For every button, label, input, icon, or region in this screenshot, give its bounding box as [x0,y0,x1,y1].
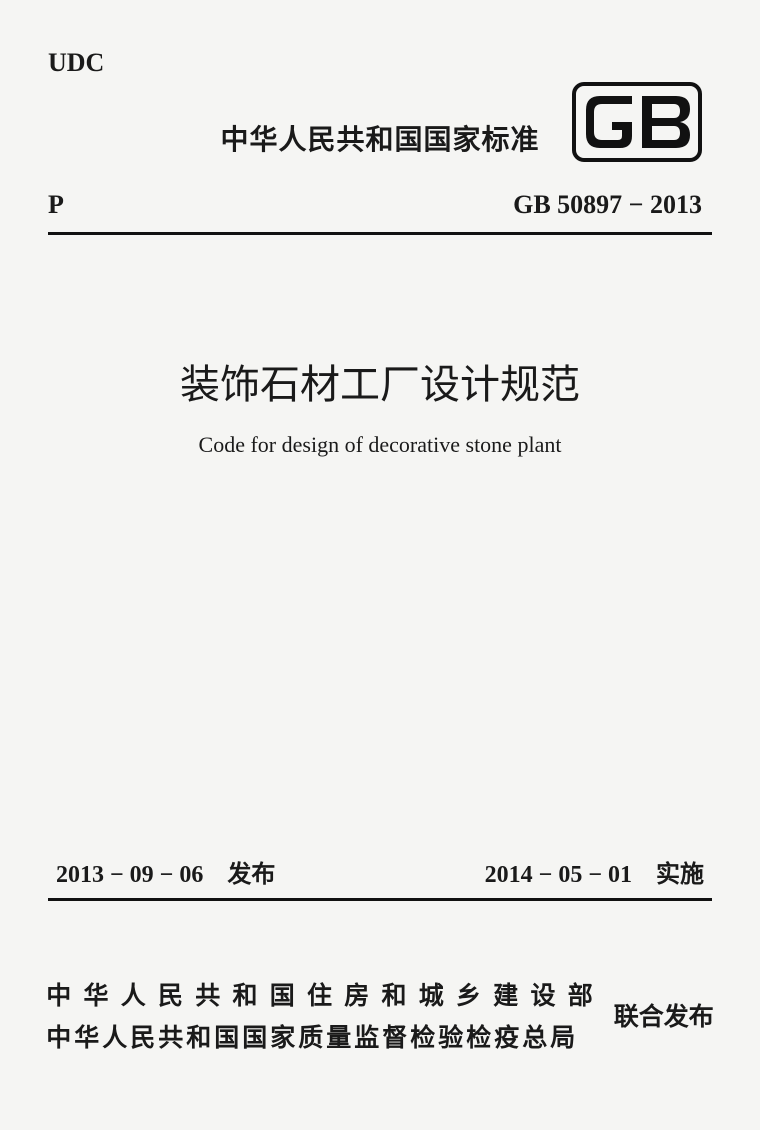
effect-date-block: 2014 − 05 − 01 实施 [485,854,704,889]
issue-date: 2013 − 09 − 06 [56,862,203,888]
publisher-line-2: 中华人民共和国国家质量监督检验检疫总局 [46,1018,596,1054]
bottom-rule [48,898,712,901]
document-page: UDC P 中华人民共和国国家标准 GB 50897 − 2013 装饰石材工厂… [0,0,760,1130]
issue-label: 发布 [227,862,275,888]
title-chinese: 装饰石材工厂设计规范 [0,352,760,410]
effect-label: 实施 [656,862,704,888]
gb-logo-icon [572,82,702,162]
publisher-block: 中 华 人 民 共 和 国 住 房 和 城 乡 建 设 部 中华人民共和国国家质… [48,976,712,1054]
joint-issue-label: 联合发布 [614,997,714,1033]
title-english: Code for design of decorative stone plan… [0,432,760,458]
classification-p: P [48,190,64,220]
udc-label: UDC [48,48,104,78]
publisher-lines: 中 华 人 民 共 和 国 住 房 和 城 乡 建 设 部 中华人民共和国国家质… [46,976,596,1054]
publisher-line-1: 中 华 人 民 共 和 国 住 房 和 城 乡 建 设 部 [46,976,596,1012]
top-rule [48,232,712,235]
issue-date-block: 2013 − 09 − 06 发布 [56,854,275,889]
effect-date: 2014 − 05 − 01 [485,862,632,888]
standard-code: GB 50897 − 2013 [513,190,702,220]
dates-row: 2013 − 09 − 06 发布 2014 − 05 − 01 实施 [56,854,704,889]
